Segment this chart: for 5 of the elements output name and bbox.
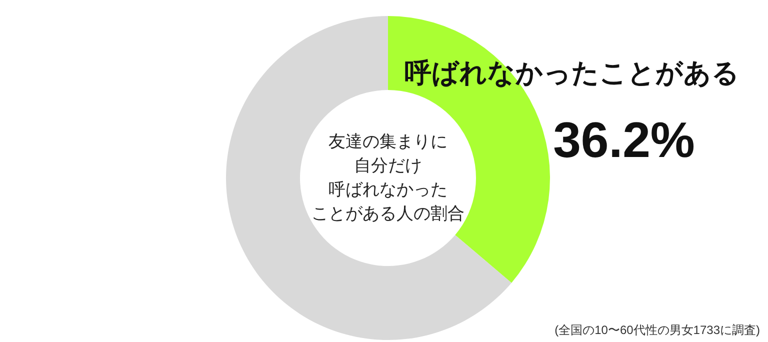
text: 呼ばれなかったことがある人の割合 bbox=[310, 179, 466, 225]
text: 友達の集まりに自分だけ bbox=[328, 131, 448, 177]
text: (全国の10〜60代性の男女1733に調査) bbox=[554, 323, 760, 337]
data-label: 36.2% bbox=[553, 112, 695, 168]
slice-label: 呼ばれなかったことがある bbox=[404, 58, 740, 88]
